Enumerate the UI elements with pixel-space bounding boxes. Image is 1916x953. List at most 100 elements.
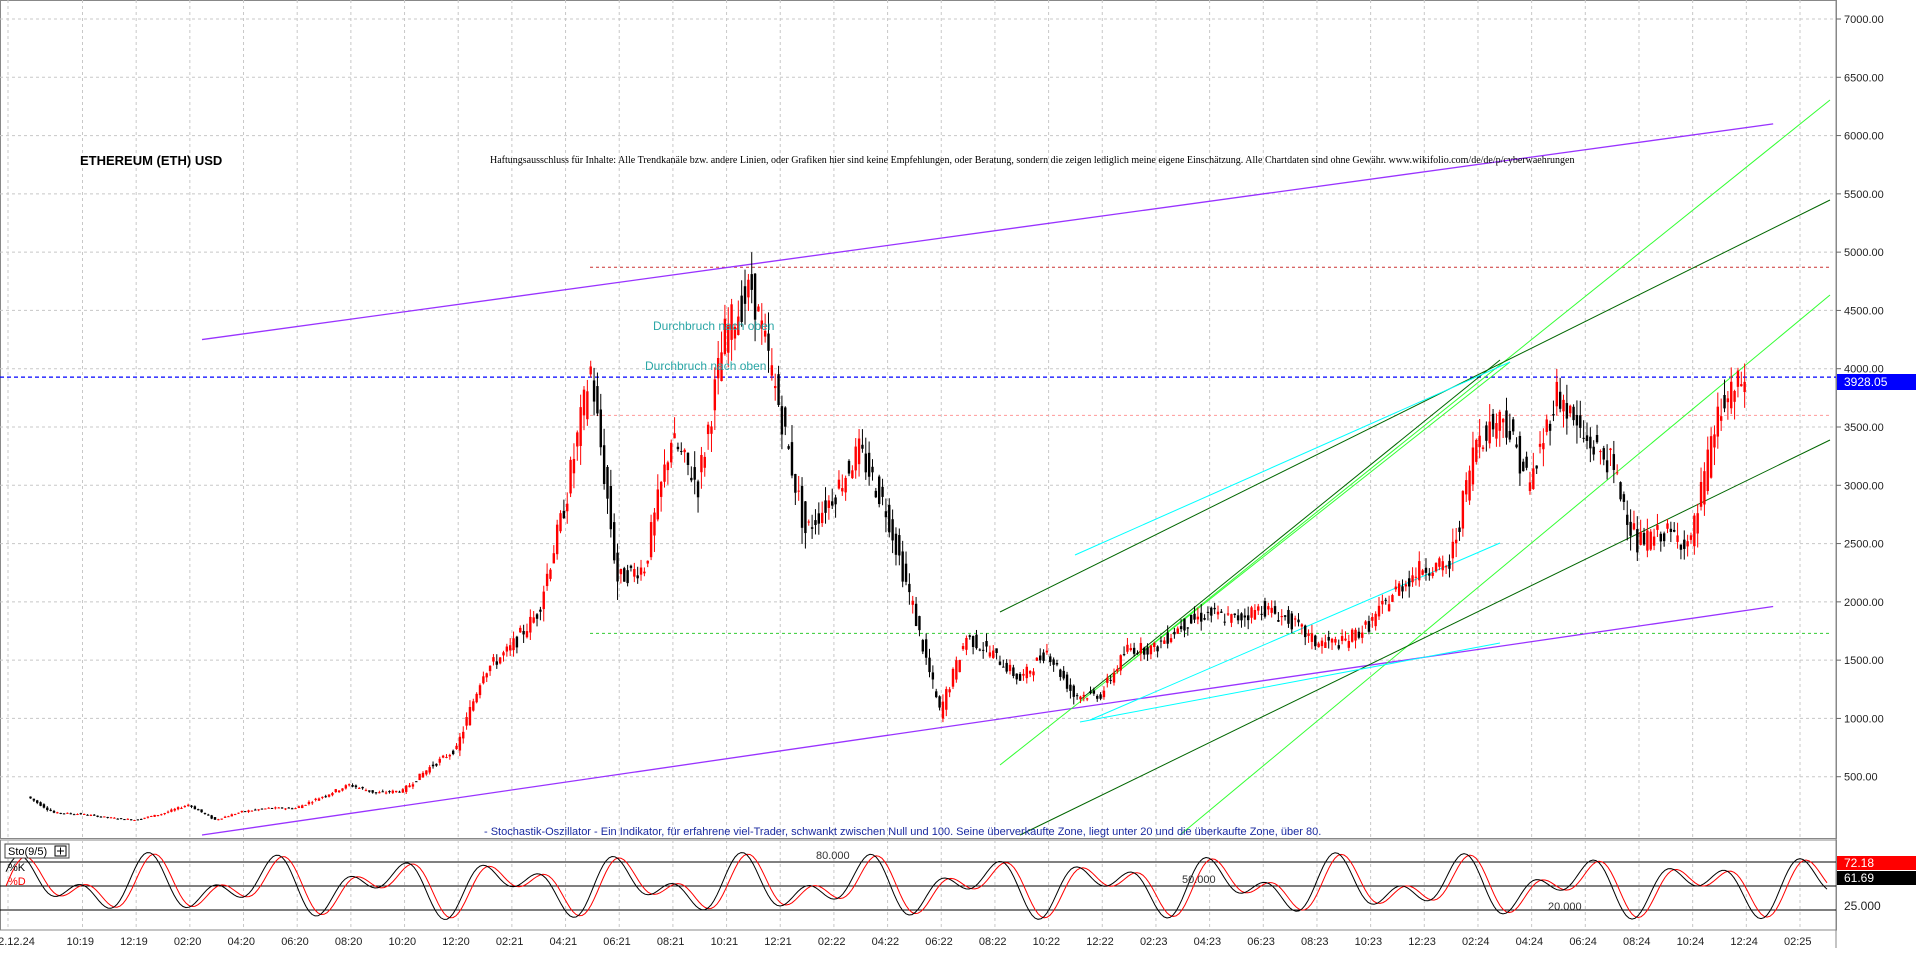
- k-value-tag: 72.18: [1837, 856, 1916, 870]
- candle-body: [1102, 690, 1106, 698]
- candle-body: [1498, 411, 1501, 431]
- candle-body: [1223, 621, 1226, 623]
- candle-body: [1163, 640, 1166, 644]
- candle-body: [1579, 415, 1582, 428]
- candle-body: [230, 814, 233, 817]
- x-tick-label: 02:23: [1140, 936, 1168, 948]
- candle-body: [908, 583, 911, 593]
- oscillator-title-box[interactable]: Sto(9/5): [4, 843, 70, 859]
- candle-body: [1317, 643, 1320, 648]
- candle-body: [1367, 621, 1371, 632]
- candle-body: [1096, 695, 1099, 699]
- x-tick-label: 10:19: [67, 936, 95, 948]
- candle-body: [602, 445, 606, 484]
- candle-body: [1703, 471, 1706, 505]
- candle-body: [1736, 370, 1740, 387]
- candle-body: [864, 453, 867, 473]
- candle-body: [1438, 558, 1441, 567]
- candle-body: [787, 446, 790, 449]
- candle-body: [445, 756, 448, 758]
- candle-body: [371, 790, 374, 793]
- y-tick-label: 6000.00: [1844, 131, 1884, 143]
- candle-body: [478, 685, 482, 696]
- candle-body: [1397, 583, 1401, 596]
- candle-body: [988, 652, 992, 657]
- candle-body: [1649, 531, 1652, 550]
- candle-body: [1733, 390, 1736, 402]
- candle-body: [851, 470, 854, 479]
- candle-body: [1686, 541, 1689, 547]
- candle-body: [757, 306, 760, 312]
- candle-body: [93, 814, 96, 816]
- candle-body: [361, 786, 364, 789]
- candle-body: [1270, 607, 1273, 613]
- candle-body: [1240, 613, 1243, 621]
- candle-body: [555, 524, 559, 555]
- level-80-label: 80.000: [816, 850, 850, 862]
- candle-body: [1592, 446, 1595, 455]
- candle-body: [1371, 616, 1374, 621]
- candle-body: [1320, 640, 1324, 647]
- candle-body: [1119, 655, 1122, 671]
- candle-body: [1602, 448, 1605, 460]
- candle-body: [1132, 647, 1136, 654]
- candle-body: [1421, 570, 1424, 575]
- candle-body: [1418, 561, 1421, 581]
- annotation-breakout-1: Durchbruch nach oben: [653, 319, 774, 333]
- candle-body: [965, 637, 968, 650]
- candle-body: [334, 789, 337, 793]
- candle-body: [1377, 605, 1381, 617]
- candle-body: [468, 706, 472, 726]
- candle-body: [928, 657, 931, 673]
- candle-body: [153, 814, 156, 817]
- candle-body: [1629, 521, 1632, 536]
- candle-body: [1350, 629, 1354, 642]
- candle-body: [123, 819, 126, 821]
- candle-body: [341, 788, 344, 791]
- candle-body: [1112, 672, 1116, 683]
- level-20-label: 20.000: [1548, 901, 1582, 913]
- candle-body: [495, 661, 498, 665]
- candle-body: [1532, 468, 1535, 490]
- candle-body: [676, 446, 680, 450]
- candle-body: [612, 522, 616, 561]
- y-tick-label: 3500.00: [1844, 422, 1884, 434]
- candle-body: [103, 816, 106, 818]
- candle-body: [814, 520, 817, 526]
- candle-body: [579, 407, 582, 446]
- candle-body: [52, 811, 56, 813]
- candle-body: [1052, 659, 1055, 665]
- x-tick-label: 10:20: [389, 936, 417, 948]
- candle-body: [462, 731, 465, 739]
- candle-body: [82, 813, 86, 815]
- candle-body: [841, 488, 844, 492]
- candle-body: [770, 365, 774, 376]
- candle-body: [458, 736, 462, 751]
- candle-body: [1615, 472, 1619, 474]
- candle-body: [354, 785, 358, 788]
- candle-body: [1082, 694, 1086, 697]
- candle-body: [753, 273, 757, 320]
- candle-body: [1062, 670, 1065, 679]
- candle-body: [311, 802, 314, 804]
- candle-body: [649, 522, 653, 558]
- candle-body: [106, 816, 109, 818]
- candle-body: [126, 818, 129, 820]
- candle-body: [1210, 607, 1213, 616]
- candle-body: [653, 512, 656, 536]
- candle-body: [1676, 535, 1679, 542]
- candle-body: [1726, 398, 1730, 403]
- candle-body: [525, 631, 529, 638]
- fan-line: [1119, 99, 1831, 671]
- candle-body: [552, 553, 556, 564]
- candle-body: [1683, 539, 1686, 549]
- candle-body: [539, 609, 542, 612]
- candle-body: [609, 485, 613, 530]
- candle-body: [441, 755, 445, 758]
- candle-body: [1327, 636, 1330, 641]
- candle-body: [1159, 640, 1163, 642]
- candle-body: [854, 446, 857, 471]
- candle-body: [86, 814, 89, 816]
- candle-body: [629, 565, 633, 568]
- candle-body: [646, 560, 649, 564]
